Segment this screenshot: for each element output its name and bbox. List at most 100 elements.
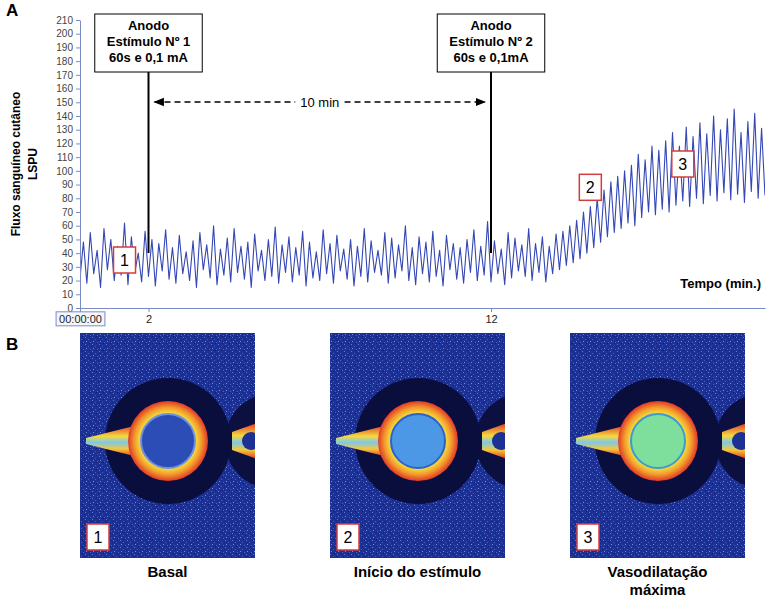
tick-label-box xyxy=(56,312,105,326)
tick-label: 160 xyxy=(56,83,73,94)
tick-mark xyxy=(76,143,80,144)
tick-mark xyxy=(76,61,80,62)
stimulus-line xyxy=(490,72,492,253)
y-tick: 60 xyxy=(62,220,80,231)
caption-line: Vasodilatação xyxy=(607,563,707,580)
tick-mark xyxy=(76,267,80,268)
x-tick: 00:00:00 xyxy=(56,308,105,326)
probe-right-center xyxy=(732,432,745,450)
axis-title-line: Fluxo sanguíneo cutâneo xyxy=(9,92,23,237)
stimulus-annotation: AnodoEstímulo Nº 160s e 0,1 mA xyxy=(95,14,202,253)
tick-label: 12 xyxy=(485,313,497,325)
probe-right-center xyxy=(242,432,255,450)
stimulus-annotation: AnodoEstímulo Nº 260s e 0,1mA xyxy=(437,14,544,253)
image-background xyxy=(570,333,745,558)
image-number-label: 1 xyxy=(94,529,103,546)
tick-mark xyxy=(76,239,80,240)
caption-line: Início do estímulo xyxy=(354,563,482,580)
axis-title-line: LSPU xyxy=(26,148,40,180)
data-line xyxy=(80,109,765,287)
annotation-text: Estímulo Nº 1 xyxy=(107,34,190,49)
tick-label: 140 xyxy=(56,111,73,122)
tick-mark xyxy=(76,157,80,158)
image-caption: Início do estímulo xyxy=(354,563,482,580)
image-number: 3 xyxy=(577,524,599,550)
stimulus-line xyxy=(148,72,150,253)
y-tick: 110 xyxy=(57,152,80,163)
probe-ring xyxy=(618,401,698,481)
annotation-box xyxy=(437,14,544,72)
tick-label: 30 xyxy=(62,262,74,273)
caption-line: Basal xyxy=(147,563,187,580)
tick-label: 50 xyxy=(62,234,74,245)
image-background xyxy=(330,333,505,558)
interval-label-bg xyxy=(295,94,344,111)
y-axis: 0102030405060708090100110120130140150160… xyxy=(56,15,80,314)
tick-mark xyxy=(76,308,80,309)
probe-ring xyxy=(378,401,458,481)
tick-mark xyxy=(76,198,80,199)
point-marker-box xyxy=(672,151,694,177)
y-tick: 210 xyxy=(56,15,80,26)
y-tick: 100 xyxy=(56,166,80,177)
tick-mark xyxy=(76,212,80,213)
image-number-box xyxy=(577,524,599,550)
interval: 10 min xyxy=(155,94,486,111)
y-tick: 10 xyxy=(62,289,80,300)
image-number: 1 xyxy=(87,524,109,550)
tick-mark xyxy=(76,294,80,295)
y-tick: 70 xyxy=(62,207,80,218)
point-marker-box xyxy=(114,247,136,273)
annotation-box xyxy=(95,14,202,72)
y-tick: 140 xyxy=(56,111,80,122)
axis-title: Tempo (min.) xyxy=(680,276,761,291)
y-axis-title: Fluxo sanguíneo cutâneoLSPU xyxy=(9,92,40,237)
axis-line xyxy=(80,21,81,309)
probe-ring xyxy=(128,401,208,481)
y-tick: 160 xyxy=(56,83,80,94)
x-axis: 00:00:00212 xyxy=(56,308,765,326)
y-tick: 90 xyxy=(62,179,80,190)
annotation-text: Anodo xyxy=(128,18,169,33)
point-markers: 1 2 3 xyxy=(114,151,694,273)
tick-mark xyxy=(76,20,80,21)
tick-mark xyxy=(76,89,80,90)
point-marker-label: 2 xyxy=(586,179,595,196)
tick-label: 130 xyxy=(56,124,73,135)
tick-label: 200 xyxy=(56,28,73,39)
image-number-label: 3 xyxy=(584,529,593,546)
probe-center xyxy=(631,414,685,468)
panel-letter: A xyxy=(6,1,18,20)
point-marker: 1 xyxy=(114,247,136,273)
panel-letter: B xyxy=(6,335,18,354)
point-marker-box xyxy=(579,174,601,200)
annotation-text: 60s e 0,1mA xyxy=(453,50,529,65)
tick-mark xyxy=(76,253,80,254)
y-tick: 190 xyxy=(56,42,80,53)
tick-label: 170 xyxy=(56,70,73,81)
annotation-text: Anodo xyxy=(470,18,511,33)
image-number-box xyxy=(337,524,359,550)
annotation-text: Estímulo Nº 2 xyxy=(449,34,532,49)
tick-label: 10 xyxy=(62,289,74,300)
tick-label: 90 xyxy=(62,179,74,190)
probe-center xyxy=(141,414,195,468)
tick-label: 70 xyxy=(62,207,74,218)
image-number-box xyxy=(87,524,109,550)
y-tick: 120 xyxy=(56,138,80,149)
plot-area xyxy=(80,109,765,287)
tick-label: 210 xyxy=(56,15,73,26)
probe-right-center xyxy=(492,432,505,450)
tick-mark xyxy=(76,47,80,48)
tick-label: 60 xyxy=(62,220,74,231)
tick-mark xyxy=(76,116,80,117)
y-tick: 30 xyxy=(62,262,80,273)
perfusion-image xyxy=(570,333,745,558)
perfusion-image xyxy=(330,333,505,558)
tick-label: 150 xyxy=(56,97,73,108)
y-tick: 50 xyxy=(62,234,80,245)
point-marker-label: 3 xyxy=(678,156,687,173)
point-marker-label: 1 xyxy=(120,252,129,269)
tick-label: 110 xyxy=(57,152,73,163)
tick-label: 180 xyxy=(56,56,73,67)
